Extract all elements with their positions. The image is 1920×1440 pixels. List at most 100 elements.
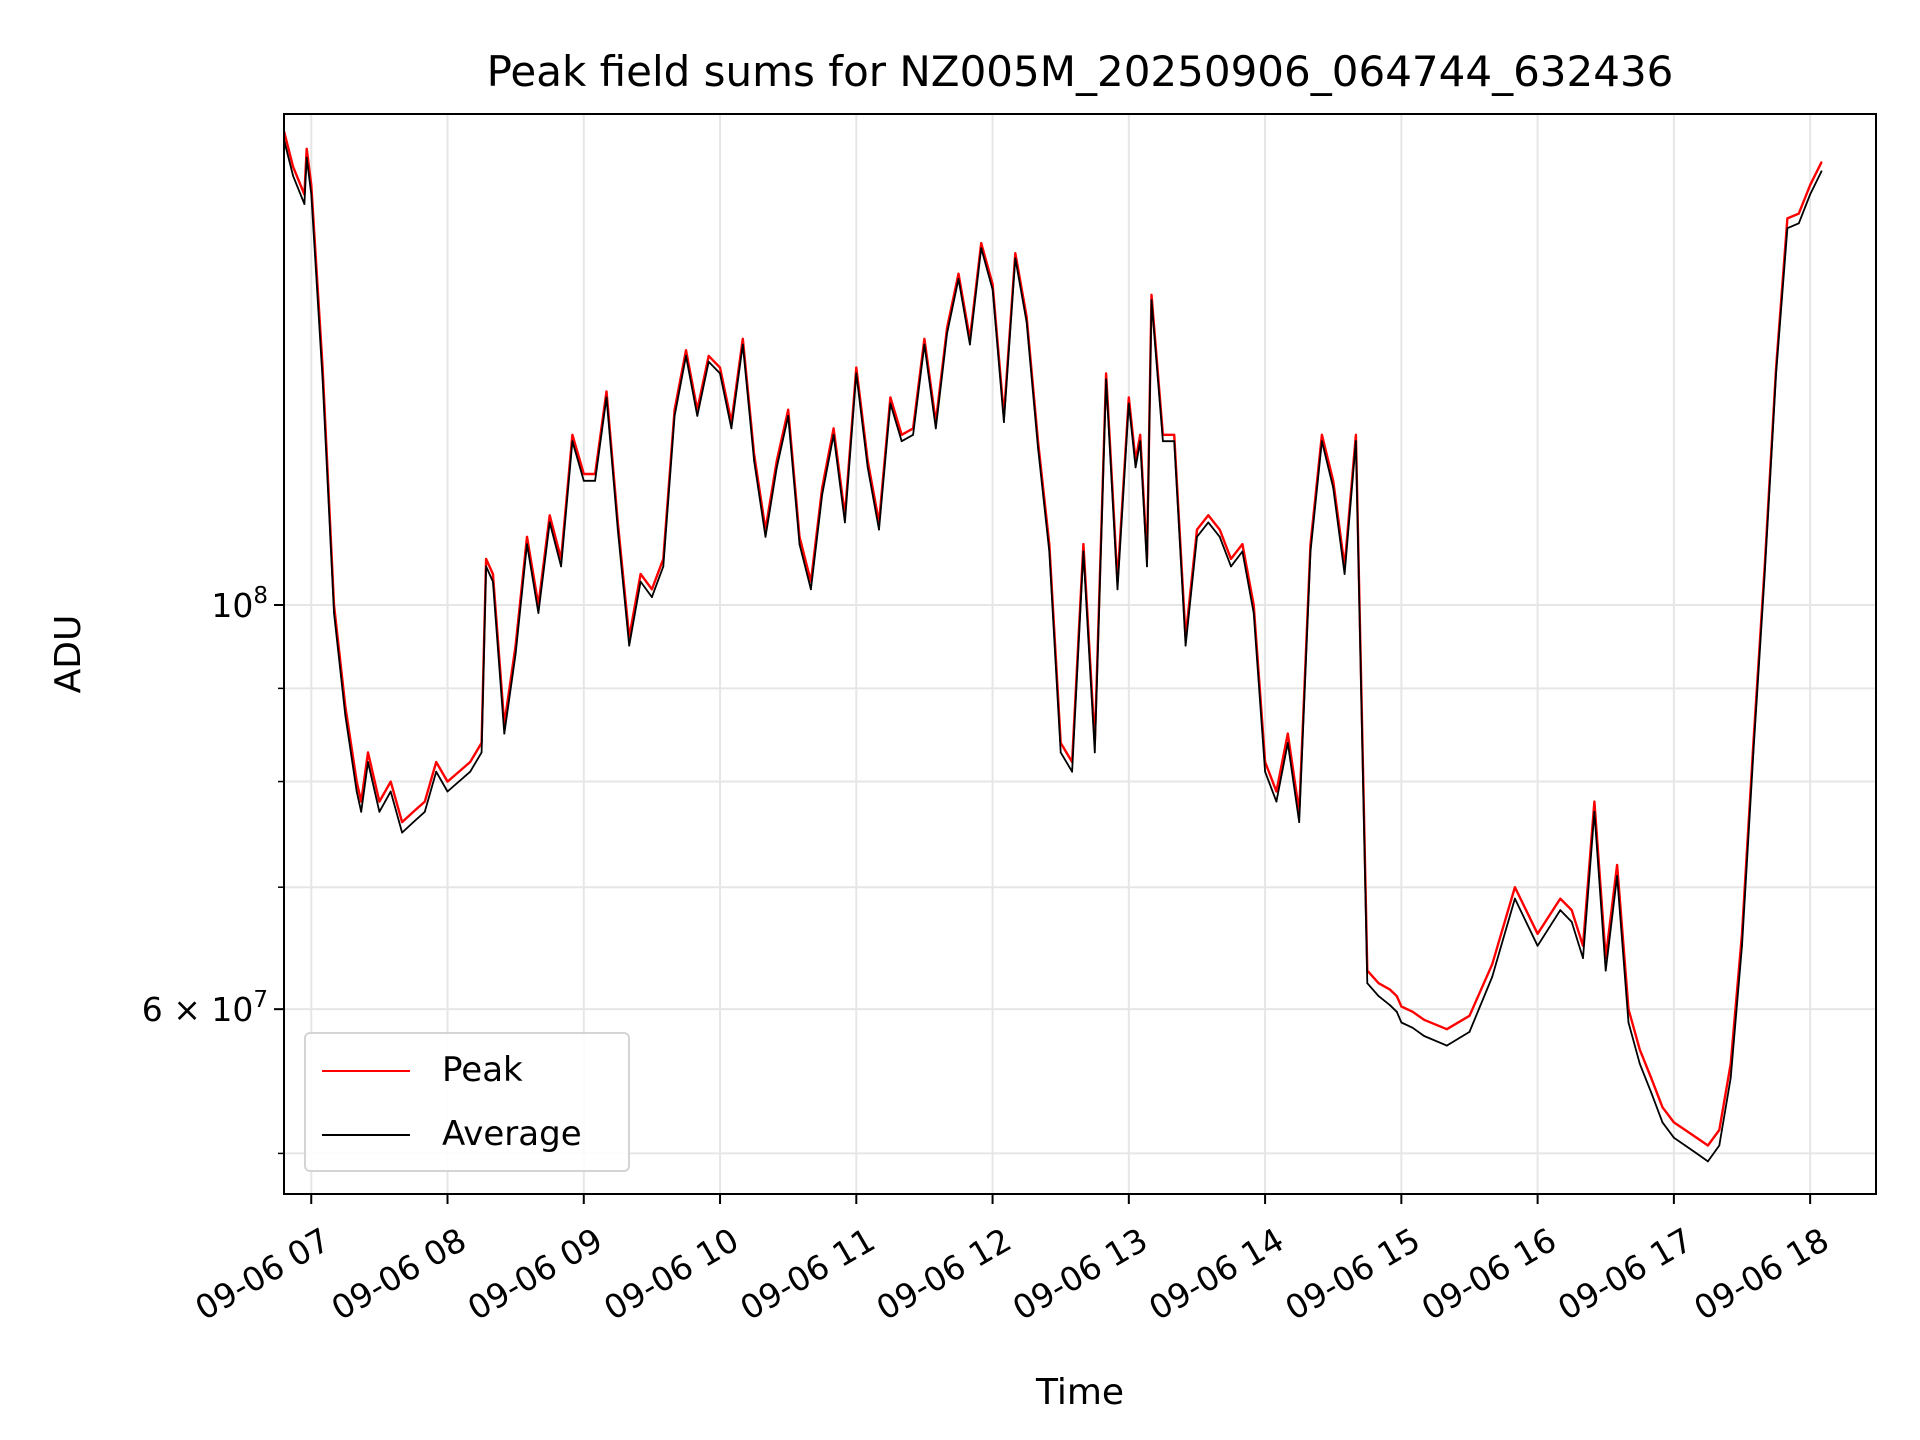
data-point-average — [401, 831, 403, 834]
data-point-peak — [980, 242, 983, 245]
data-point-average — [912, 433, 914, 436]
data-point-average — [1673, 1136, 1675, 1139]
data-point-peak — [1786, 217, 1789, 220]
data-point-peak — [378, 800, 381, 803]
data-point-average — [1400, 1021, 1403, 1024]
data-point-average — [1134, 466, 1137, 469]
data-point-peak — [1684, 1129, 1687, 1131]
y-tick-label: 6 × 107 — [142, 987, 268, 1029]
data-point-peak — [582, 473, 585, 475]
data-point-average — [741, 343, 744, 346]
data-point-average — [628, 644, 631, 647]
data-point-average — [423, 810, 426, 813]
data-point-average — [492, 580, 494, 583]
series-layer — [282, 130, 1823, 1163]
data-point-peak — [292, 165, 294, 168]
data-point-average — [1286, 742, 1289, 744]
data-point-average — [1570, 921, 1573, 923]
series-line-average — [283, 139, 1823, 1163]
data-point-peak — [1593, 800, 1596, 803]
x-tick-label: 09-06 13 — [1006, 1220, 1154, 1328]
data-point-average — [310, 193, 313, 196]
data-point-average — [1445, 1044, 1448, 1047]
data-point-average — [1468, 1031, 1471, 1033]
data-point-average — [719, 372, 721, 375]
data-point-average — [1395, 1010, 1398, 1013]
data-point-average — [1252, 612, 1255, 614]
data-point-peak — [832, 427, 835, 430]
data-point-average — [1241, 550, 1244, 553]
data-point-average — [582, 479, 585, 482]
data-point-average — [435, 770, 438, 773]
data-point-average — [1003, 421, 1005, 423]
data-point-peak — [492, 573, 494, 575]
data-point-peak — [1241, 543, 1244, 545]
legend-item-average: Average — [306, 1110, 628, 1160]
x-tick-label: 09-06 14 — [1142, 1220, 1290, 1328]
data-point-average — [1411, 1026, 1414, 1029]
data-point-peak — [1196, 528, 1198, 531]
data-point-peak — [1173, 433, 1176, 436]
data-point-peak — [435, 761, 438, 763]
data-point-average — [333, 612, 335, 614]
data-point-average — [571, 440, 574, 443]
data-point-average — [616, 528, 619, 531]
data-point-average — [1593, 810, 1596, 813]
data-point-peak — [900, 433, 903, 436]
data-point-peak — [775, 459, 778, 462]
data-point-average — [980, 247, 983, 250]
data-point-average — [514, 653, 517, 655]
data-point-average — [1196, 535, 1198, 538]
data-point-average — [1820, 170, 1823, 173]
data-point-average — [1616, 875, 1618, 877]
x-tick-label: 09-06 16 — [1415, 1220, 1563, 1328]
data-point-peak — [1638, 1048, 1641, 1051]
data-point-average — [1218, 535, 1221, 538]
data-point-peak — [526, 535, 528, 538]
data-point-peak — [485, 558, 487, 560]
data-point-average — [1139, 440, 1142, 443]
data-point-average — [1627, 1021, 1630, 1024]
data-point-average — [730, 427, 733, 430]
data-point-peak — [1707, 1144, 1709, 1147]
data-point-average — [1638, 1062, 1641, 1065]
data-point-peak — [1218, 528, 1221, 531]
data-point-average — [1309, 550, 1312, 553]
data-point-average — [1366, 982, 1369, 985]
data-point-average — [469, 770, 472, 773]
data-point-average — [1162, 440, 1164, 443]
data-point-average — [1775, 372, 1777, 375]
data-point-peak — [1411, 1010, 1414, 1013]
data-point-average — [305, 156, 308, 159]
data-point-average — [605, 396, 608, 399]
data-point-average — [412, 821, 415, 823]
data-point-peak — [469, 761, 472, 763]
data-point-average — [707, 360, 710, 363]
x-tick-label: 09-06 10 — [597, 1220, 745, 1328]
data-point-average — [1014, 257, 1017, 260]
data-point-average — [764, 535, 767, 538]
data-point-average — [292, 175, 294, 177]
legend-label-average: Average — [442, 1114, 582, 1154]
data-point-peak — [446, 780, 449, 783]
data-point-peak — [305, 147, 308, 150]
data-point-average — [1230, 565, 1232, 568]
data-point-average — [1275, 800, 1278, 803]
data-point-average — [991, 288, 994, 291]
data-point-average — [1389, 1004, 1391, 1007]
data-point-average — [548, 521, 551, 524]
data-point-average — [1105, 378, 1107, 381]
legend-swatch-average — [322, 1134, 410, 1136]
x-tick-label: 09-06 17 — [1551, 1220, 1699, 1328]
data-point-average — [1695, 1152, 1698, 1155]
data-point-average — [969, 343, 971, 346]
data-point-peak — [1423, 1018, 1425, 1021]
data-point-average — [878, 528, 880, 531]
data-point-average — [775, 466, 778, 469]
data-point-peak — [1570, 909, 1573, 911]
data-point-average — [1071, 770, 1073, 773]
data-point-average — [810, 588, 812, 591]
data-point-average — [1809, 193, 1811, 196]
data-point-average — [1661, 1121, 1664, 1124]
